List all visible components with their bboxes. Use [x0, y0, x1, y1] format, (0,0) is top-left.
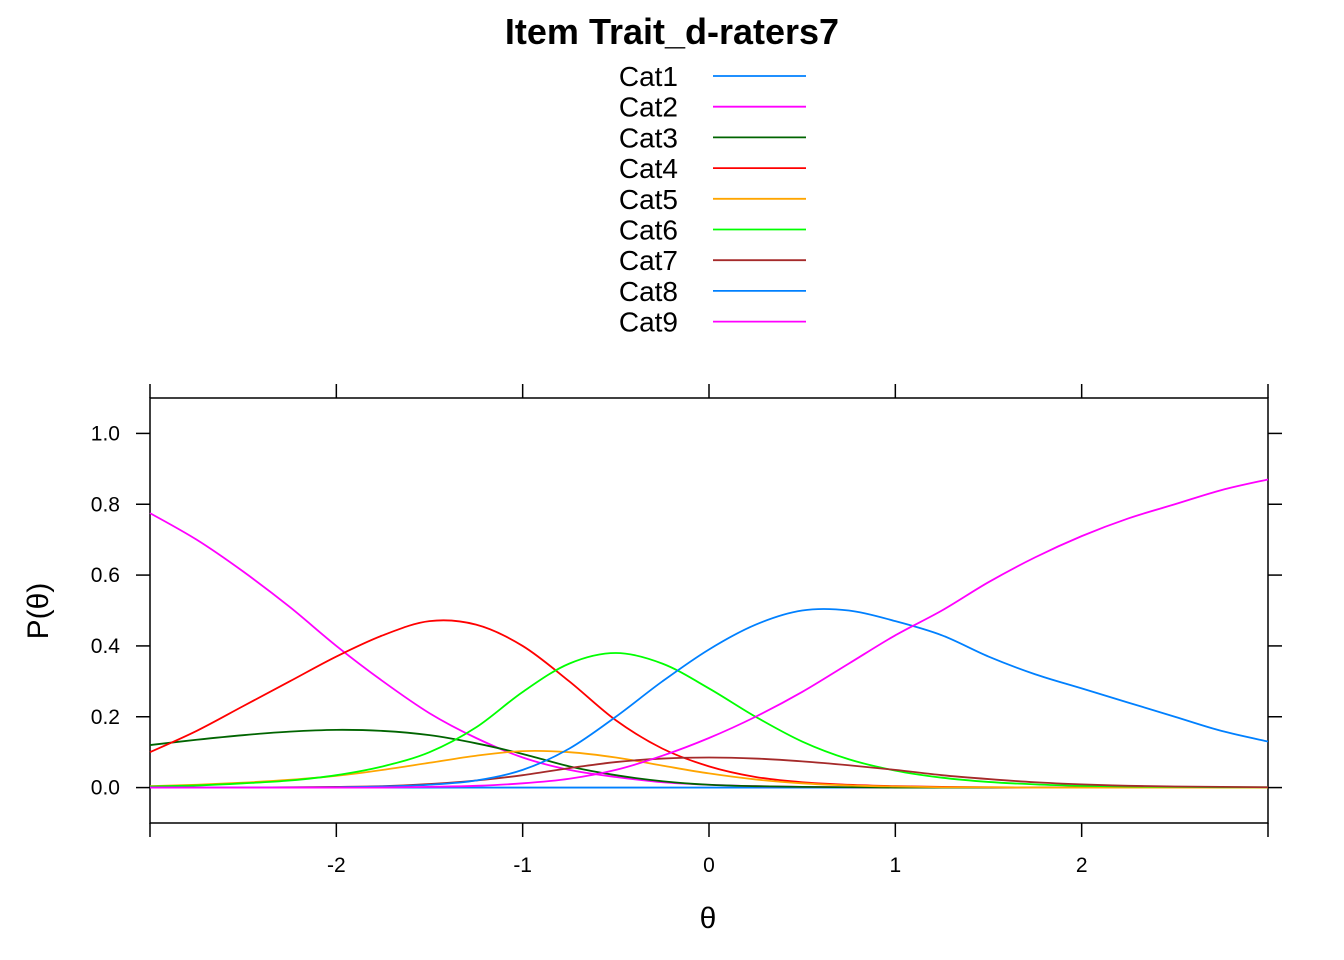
axis-ticks: -2 -1 0 1 2 0.0 0.2 0.4 0.6 0.8 1.0 — [91, 384, 1282, 877]
legend-label: Cat6 — [619, 215, 678, 246]
y-tick-label: 0.2 — [91, 706, 120, 729]
x-axis-label: θ — [700, 902, 717, 935]
series-line-cat4 — [149, 619, 1268, 789]
legend-label: Cat3 — [619, 122, 678, 153]
series-line-cat6 — [149, 652, 1269, 789]
series-group — [149, 478, 1269, 789]
y-axis-label: P(θ) — [22, 583, 55, 640]
plot-frame — [149, 397, 1269, 824]
x-tick-label: 0 — [703, 854, 715, 877]
legend-label: Cat2 — [619, 92, 678, 123]
x-tick-label: -1 — [513, 854, 532, 877]
legend-label: Cat7 — [619, 245, 678, 276]
series-line-cat8 — [150, 608, 1269, 789]
legend-label: Cat8 — [619, 276, 678, 307]
legend-label: Cat5 — [619, 184, 678, 215]
x-tick-label: 1 — [889, 854, 901, 877]
y-tick-label: 0.6 — [91, 564, 120, 587]
legend-label: Cat4 — [619, 153, 678, 184]
y-tick-label: 0.4 — [91, 635, 121, 658]
x-tick-label: 2 — [1076, 854, 1088, 877]
y-tick-label: 1.0 — [91, 422, 120, 445]
series-line-cat9 — [150, 478, 1269, 789]
x-tick-label: -2 — [327, 854, 346, 877]
series-line-cat5 — [149, 749, 1268, 789]
y-tick-label: 0.8 — [91, 493, 120, 516]
legend-label: Cat9 — [619, 307, 678, 338]
chart-title: Item Trait_d-raters7 — [505, 11, 839, 52]
legend-label: Cat1 — [619, 61, 678, 92]
y-tick-label: 0.0 — [91, 777, 120, 800]
